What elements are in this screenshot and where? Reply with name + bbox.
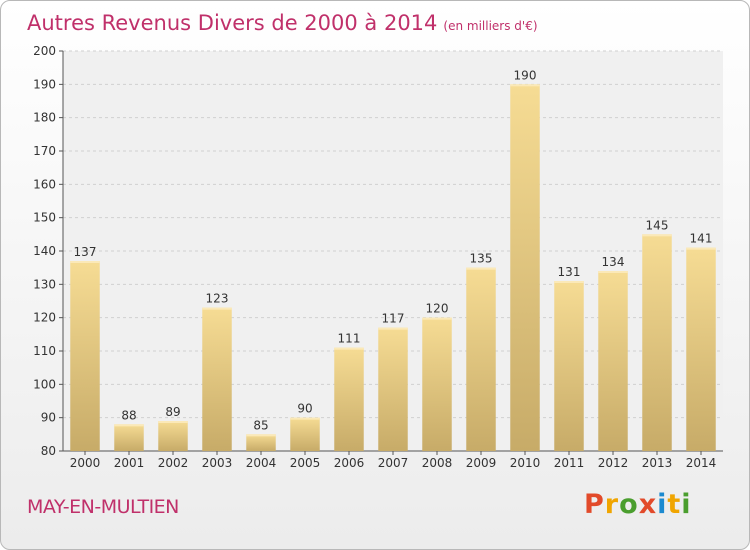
y-tick-label: 190 xyxy=(33,77,56,91)
x-tick-label-2000: 2000 xyxy=(70,456,101,470)
bar-highlight-2014 xyxy=(686,247,716,250)
x-tick-label-2011: 2011 xyxy=(554,456,585,470)
value-label-2001: 88 xyxy=(121,408,136,422)
value-label-2006: 111 xyxy=(338,332,361,346)
value-label-2002: 89 xyxy=(165,405,180,419)
y-tick-label: 100 xyxy=(33,377,56,391)
chart-title: Autres Revenus Divers de 2000 à 2014 (en … xyxy=(27,11,538,35)
y-tick-label: 140 xyxy=(33,244,56,258)
value-label-2010: 190 xyxy=(514,68,537,82)
bar-2008 xyxy=(422,317,452,451)
bar-highlight-2007 xyxy=(378,327,408,330)
town-name: MAY-EN-MULTIEN xyxy=(27,496,179,518)
bar-highlight-2012 xyxy=(598,271,628,273)
y-tick-label: 170 xyxy=(33,144,56,158)
bar-2011 xyxy=(554,281,584,451)
y-tick-label: 150 xyxy=(33,211,56,225)
logo-letter: t xyxy=(667,489,682,520)
bar-2013 xyxy=(642,234,672,451)
bar-highlight-2009 xyxy=(466,267,496,270)
value-label-2008: 120 xyxy=(426,302,449,316)
x-tick-label-2006: 2006 xyxy=(334,456,365,470)
logo-letter: o xyxy=(619,489,639,520)
x-tick-label-2008: 2008 xyxy=(422,456,453,470)
x-tick-label-2004: 2004 xyxy=(246,456,277,470)
bar-2007 xyxy=(378,327,408,451)
y-tick-label: 80 xyxy=(41,444,56,458)
x-tick-label-2002: 2002 xyxy=(158,456,189,470)
value-label-2003: 123 xyxy=(206,292,229,306)
bar-2004 xyxy=(246,434,276,451)
bar-2000 xyxy=(70,261,100,451)
x-tick-label-2013: 2013 xyxy=(642,456,673,470)
y-tick-label: 180 xyxy=(33,111,56,125)
logo-letter: i xyxy=(657,489,668,520)
bar-highlight-2008 xyxy=(422,317,452,320)
value-label-2009: 135 xyxy=(470,252,493,266)
bar-2010 xyxy=(510,84,540,451)
value-label-2007: 117 xyxy=(382,312,405,326)
logo-letter: r xyxy=(604,489,620,520)
bar-highlight-2004 xyxy=(246,434,276,437)
x-tick-label-2001: 2001 xyxy=(114,456,145,470)
x-tick-label-2003: 2003 xyxy=(202,456,233,470)
bar-2005 xyxy=(290,417,320,451)
logo-letter: x xyxy=(638,489,658,520)
proxiti-logo: Proxiti xyxy=(584,489,692,520)
value-label-2000: 137 xyxy=(74,245,97,259)
bar-2006 xyxy=(334,347,364,451)
value-label-2004: 85 xyxy=(253,418,268,432)
logo-letter: P xyxy=(584,489,605,520)
bar-highlight-2002 xyxy=(158,421,188,423)
bar-highlight-2005 xyxy=(290,417,320,420)
value-label-2013: 145 xyxy=(646,218,669,232)
bar-2014 xyxy=(686,247,716,451)
value-label-2005: 90 xyxy=(297,402,312,416)
title-text: Autres Revenus Divers de 2000 à 2014 xyxy=(27,11,438,35)
value-label-2012: 134 xyxy=(602,255,625,269)
chart-subtitle: (en milliers d'€) xyxy=(443,19,538,33)
value-label-2011: 131 xyxy=(558,265,581,279)
bar-2012 xyxy=(598,271,628,451)
x-tick-label-2005: 2005 xyxy=(290,456,321,470)
y-tick-label: 200 xyxy=(33,44,56,58)
x-tick-label-2014: 2014 xyxy=(686,456,717,470)
bar-highlight-2006 xyxy=(334,347,364,350)
logo-letter: i xyxy=(681,489,692,520)
x-tick-label-2012: 2012 xyxy=(598,456,629,470)
bar-highlight-2001 xyxy=(114,424,144,427)
y-tick-label: 160 xyxy=(33,177,56,191)
value-label-2014: 141 xyxy=(690,232,713,246)
bar-highlight-2003 xyxy=(202,307,232,310)
bar-2009 xyxy=(466,267,496,451)
bar-highlight-2013 xyxy=(642,234,672,237)
y-tick-label: 130 xyxy=(33,277,56,291)
x-tick-label-2010: 2010 xyxy=(510,456,541,470)
bar-highlight-2011 xyxy=(554,281,584,283)
x-tick-label-2007: 2007 xyxy=(378,456,409,470)
y-tick-label: 120 xyxy=(33,311,56,325)
bar-highlight-2010 xyxy=(510,84,540,87)
bar-highlight-2000 xyxy=(70,261,100,263)
bar-2001 xyxy=(114,424,144,451)
x-tick-label-2009: 2009 xyxy=(466,456,497,470)
bar-2002 xyxy=(158,421,188,451)
y-tick-label: 90 xyxy=(41,411,56,425)
bar-2003 xyxy=(202,307,232,451)
y-tick-label: 110 xyxy=(33,344,56,358)
